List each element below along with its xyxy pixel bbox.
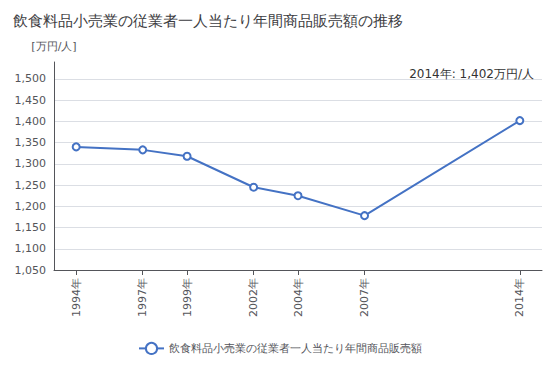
svg-text:1,500: 1,500 bbox=[15, 72, 47, 85]
svg-text:1,100: 1,100 bbox=[15, 242, 47, 255]
svg-text:1,200: 1,200 bbox=[15, 200, 47, 213]
svg-text:1,150: 1,150 bbox=[15, 221, 47, 234]
svg-text:2007年: 2007年 bbox=[358, 278, 371, 317]
svg-text:[万円/人]: [万円/人] bbox=[31, 40, 76, 53]
svg-text:1,450: 1,450 bbox=[15, 94, 47, 107]
svg-text:2004年: 2004年 bbox=[292, 278, 305, 317]
svg-text:1997年: 1997年 bbox=[136, 278, 149, 317]
svg-text:1999年: 1999年 bbox=[181, 278, 194, 317]
svg-text:1994年: 1994年 bbox=[70, 278, 83, 317]
svg-text:飲食料品小売業の従業者一人当たり年間商品販売額: 飲食料品小売業の従業者一人当たり年間商品販売額 bbox=[169, 342, 422, 355]
svg-text:2014年: 1,402万円/人: 2014年: 1,402万円/人 bbox=[409, 67, 534, 81]
svg-text:1,250: 1,250 bbox=[15, 179, 47, 192]
svg-text:飲食料品小売業の従業者一人当たり年間商品販売額の推移: 飲食料品小売業の従業者一人当たり年間商品販売額の推移 bbox=[13, 12, 403, 30]
svg-text:1,400: 1,400 bbox=[15, 115, 47, 128]
svg-text:1,050: 1,050 bbox=[15, 264, 47, 277]
svg-text:1,350: 1,350 bbox=[15, 136, 47, 149]
svg-text:2002年: 2002年 bbox=[247, 278, 260, 317]
svg-text:2014年: 2014年 bbox=[513, 278, 526, 317]
svg-text:1,300: 1,300 bbox=[15, 157, 47, 170]
